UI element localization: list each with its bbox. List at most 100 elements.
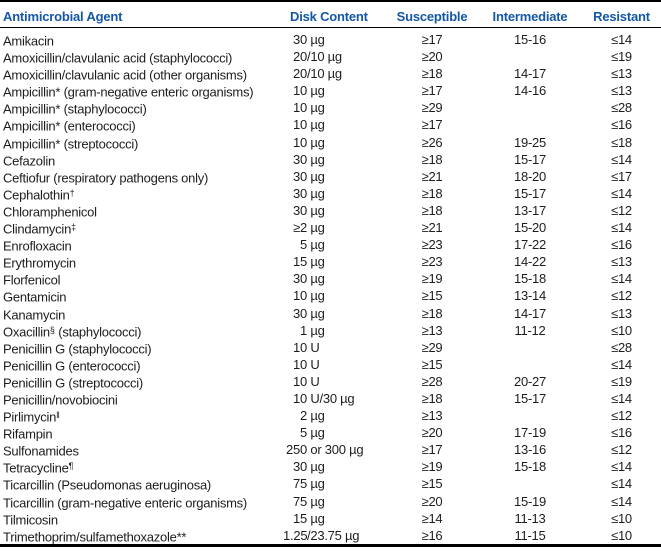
agent-name-cell: Florfenicol [0, 270, 283, 289]
agent-name: Ampicillin* (gram-negative enteric organ… [3, 84, 254, 100]
intermediate-value: 15-20 [514, 220, 546, 236]
agent-name-cell: Ceftiofur (respiratory pathogens only) [0, 168, 283, 187]
susceptible-value: ≥16 [421, 527, 443, 543]
disk-unit: µg [307, 459, 325, 475]
agent-name-cell: Rifampin [0, 424, 283, 443]
disk-unit: µg [307, 510, 325, 526]
column-header-susceptible: Susceptible [396, 9, 468, 24]
agent-name-cell: Chloramphenicol [0, 202, 283, 221]
disk-amount: 30 [293, 271, 307, 287]
footnote-marker: ‖ [56, 410, 60, 421]
intermediate-value: 17-19 [514, 425, 546, 441]
intermediate-value [478, 339, 582, 358]
disk-content-cell: 10 µg [283, 82, 386, 101]
susceptible-value: ≥23 [421, 237, 443, 253]
agent-name-cell: Penicillin G (streptococci) [0, 373, 283, 392]
table-row: Rifampin 5 µg ≥20 17-19 ≤16 [0, 424, 661, 443]
table-row: Penicillin G (enterococci) 10 U ≥15 ≤14 [0, 356, 661, 375]
agent-name: Enrofloxacin [3, 238, 72, 254]
footnote-marker: ¶ [68, 461, 74, 472]
disk-content-cell: 10 U [283, 339, 386, 358]
agent-name-qualifier: (staphylococci) [54, 324, 142, 340]
disk-unit: U [307, 373, 320, 389]
table-row: Pirlimycin‖ 2 µg ≥13 ≤12 [0, 407, 661, 425]
disk-unit: µg [307, 237, 325, 253]
disk-content-cell: 5 µg [283, 236, 386, 255]
table-row: Amoxicillin/clavulanic acid (staphylococ… [0, 48, 661, 67]
column-header-resistant: Resistant [593, 9, 650, 24]
disk-content-cell: 30 µg [283, 168, 386, 187]
disk-unit: µg [307, 83, 325, 99]
disk-amount: 30 [293, 202, 307, 218]
agent-name: Ampicillin* (streptococci) [3, 136, 139, 152]
intermediate-value: 15-17 [514, 185, 546, 201]
agent-name-cell: Penicillin G (enterococci) [0, 356, 283, 375]
susceptible-value: ≥17 [421, 32, 443, 47]
disk-unit: µg [307, 202, 325, 218]
table-top-rule [0, 0, 661, 2]
disk-amount: 10 [293, 390, 307, 406]
disk-unit: or 300 µg [307, 442, 364, 458]
susceptible-value: ≥20 [421, 49, 443, 65]
column-header-intermediate: Intermediate [492, 9, 568, 24]
susceptible-value: ≥17 [421, 117, 443, 133]
resistant-value: ≤12 [611, 202, 632, 218]
table-row: Penicillin/novobiocini 10 U/30 µg ≥18 15-17… [0, 390, 661, 408]
disk-amount: 20 [293, 49, 307, 65]
agent-name-cell: Enrofloxacin [0, 236, 283, 255]
intermediate-value: 13-17 [514, 202, 546, 218]
disk-content-cell: 10 µg [283, 116, 386, 135]
agent-name: Penicillin G (staphylococci) [3, 341, 152, 357]
table-row: Penicillin G (streptococci) 10 U ≥28 20-27 ≤… [0, 373, 661, 392]
intermediate-value: 18-20 [514, 168, 546, 184]
agent-name-cell: Amoxicillin/clavulanic acid (staphylococ… [0, 48, 283, 67]
susceptible-value: ≥18 [421, 202, 443, 218]
disk-amount: 20 [293, 66, 307, 82]
resistant-value: ≤12 [611, 408, 632, 424]
table-row: Cephalothin† 30 µg ≥18 15-17 ≤14 [0, 185, 661, 203]
disk-amount: 10 [293, 288, 307, 304]
susceptible-value: ≥15 [421, 476, 443, 492]
susceptible-value: ≥17 [421, 83, 443, 99]
agent-name-cell: Ampicillin* (streptococci) [0, 134, 283, 153]
disk-unit: µg [307, 134, 325, 150]
table-row: Ampicillin* (streptococci) 10 µg ≥26 19-25 ≤… [0, 134, 661, 153]
disk-content-cell: 30 µg [283, 31, 386, 50]
table-row: Sulfonamides 250 or 300 µg ≥17 13-16 ≤12 [0, 441, 661, 459]
agent-name: Cefazolin [3, 153, 55, 169]
susceptible-value: ≥19 [421, 459, 443, 475]
agent-name: Oxacillin [3, 324, 50, 340]
resistant-value: ≤13 [611, 83, 632, 99]
table-row: Trimethoprim/sulfamethoxazole** 1.25/23.7… [0, 527, 661, 545]
agent-name: Ampicillin* (enterococci) [3, 118, 136, 134]
susceptible-value: ≥18 [421, 151, 443, 167]
susceptible-value: ≥29 [421, 339, 443, 355]
intermediate-value: 15-17 [514, 390, 546, 406]
table-row: Cefazolin 30 µg ≥18 15-17 ≤14 [0, 151, 661, 169]
disk-unit: U/30 µg [307, 390, 355, 406]
agent-name: Penicillin G (streptococci) [3, 375, 143, 391]
table-row: Tilmicosin 15 µg ≥14 11-13 ≤10 [0, 510, 661, 528]
table-row: Ampicillin* (staphylococci) 10 µg ≥29 ≤28 [0, 99, 661, 117]
agent-name: Chloramphenicol [3, 204, 97, 220]
disk-content-cell: 20/10 µg [283, 48, 386, 67]
disk-unit: µg [307, 117, 325, 133]
disk-amount: 10 [293, 134, 307, 150]
table-body: Amikacin 30 µg ≥17 15-16 ≤14 Amoxicillin/clav… [0, 28, 661, 544]
resistant-value: ≤10 [611, 322, 632, 338]
susceptible-value: ≥18 [421, 66, 443, 82]
table-bottom-rule [0, 543, 661, 547]
agent-name-cell: Erythromycin [0, 253, 283, 272]
disk-amount: 10 [293, 373, 307, 389]
agent-name-cell: Ticarcillin (Pseudomonas aeruginosa) [0, 475, 283, 494]
table-row: Clindamycin‡ ≥2 µg ≥21 15-20 ≤14 [0, 219, 661, 237]
disk-content-cell: 10 U [283, 356, 386, 375]
disk-content-cell: 30 µg [283, 270, 386, 289]
resistant-value: ≤28 [611, 100, 632, 116]
table-row: Tetracycline¶ 30 µg ≥19 15-18 ≤14 [0, 458, 661, 476]
disk-amount: 1.25 [283, 527, 308, 543]
intermediate-value: 15-16 [514, 32, 546, 47]
susceptible-value: ≥29 [421, 100, 443, 116]
resistant-value: ≤13 [611, 254, 632, 270]
